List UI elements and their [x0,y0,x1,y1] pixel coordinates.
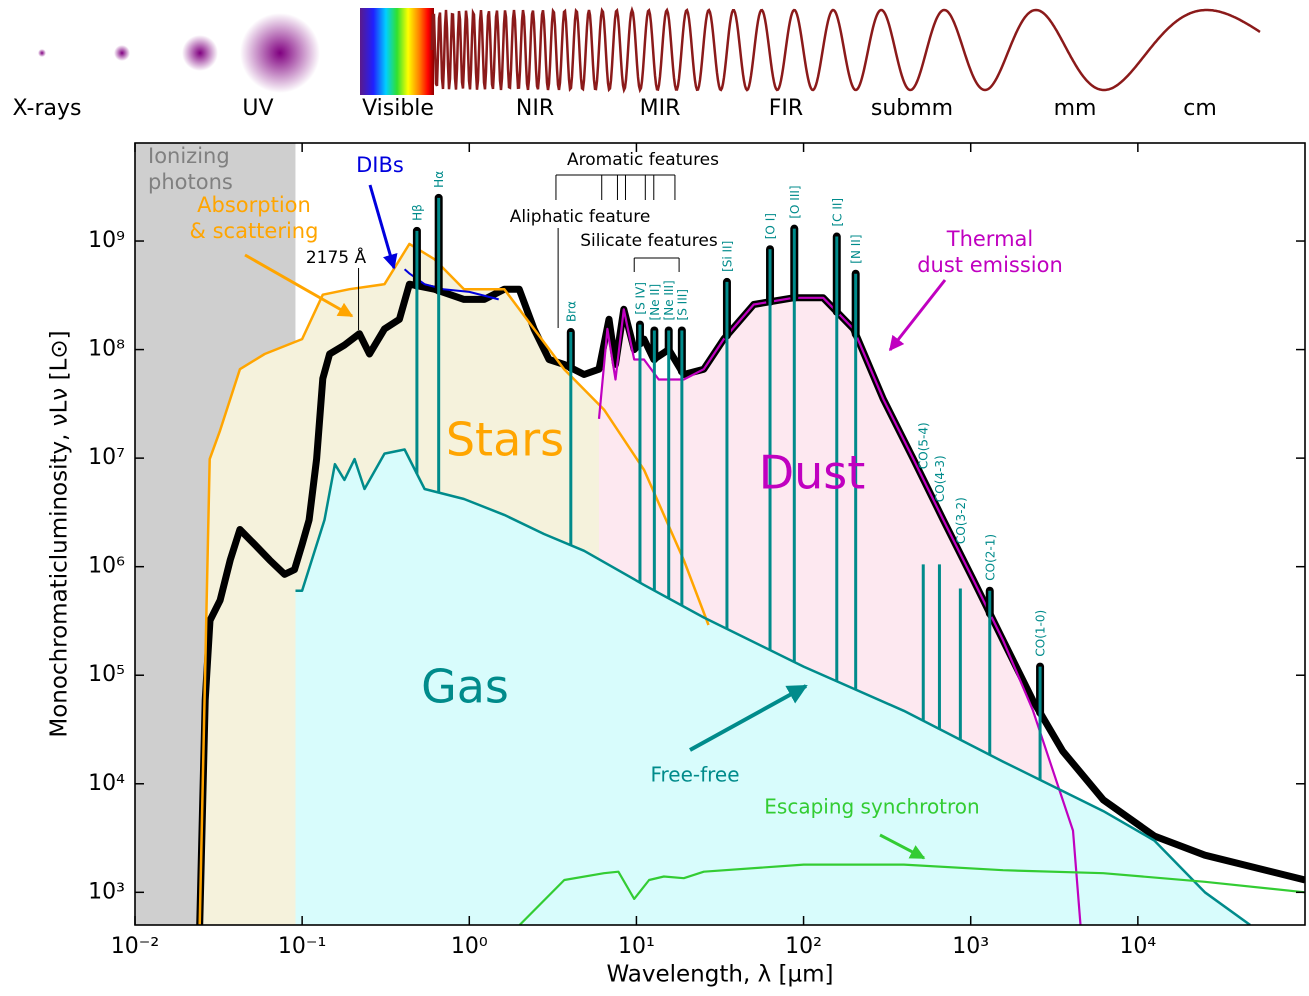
plot [135,143,1305,925]
annotation: dust emission [917,253,1063,277]
y-axis-label: Monochromaticluminosity, νLν [L⊙] [47,330,73,737]
series-label: Stars [446,413,564,467]
emission-line-label: [N II] [849,234,863,263]
emission-line-label: Hα [432,171,446,188]
annotation: DIBs [356,153,404,177]
x-tick-label: 10⁻¹ [278,934,326,959]
emission-line-label: [S III] [675,289,689,320]
x-tick-label: 10² [785,934,822,959]
annotation: Thermal [946,227,1033,251]
emission-line-label: [S IV] [633,282,647,315]
emission-line-label: [C II] [830,198,844,227]
annotation: 2175 Å [306,246,367,268]
plot-frame [134,142,1306,926]
series-line [198,242,710,925]
y-tick-label: 10⁴ [88,771,125,796]
emission-line-label: CO(3-2) [954,497,968,544]
y-tick-label: 10⁷ [88,445,125,470]
arrow [244,253,354,318]
arrow [689,684,808,752]
emission-line-label: [Ne III] [662,280,676,320]
band-label: cm [1183,96,1217,121]
emission-line-label: [O I] [764,213,778,239]
arrow [879,833,926,860]
arrow [368,184,398,270]
series-line [403,268,499,301]
band-label: MIR [640,96,681,121]
emission-line-label: [O III] [788,185,802,218]
annotation: Escaping synchrotron [764,795,979,819]
annotation: & scattering [190,219,319,243]
series-label: Dust [759,446,866,500]
emission-line-label: CO(5-4) [917,422,931,469]
annotation: Absorption [197,193,311,217]
y-tick-label: 10⁹ [88,228,125,253]
xray-blob [38,49,46,57]
x-axis-label: Wavelength, λ [µm] [607,962,834,988]
band-labels: X-rays UV Visible NIR MIR FIR submm mm cm [13,96,1217,121]
band-label: submm [871,96,953,121]
wave [430,6,1261,94]
uv-blob [240,13,320,93]
annotation: Aromatic features [567,150,719,170]
annotation: Ionizing [148,144,230,168]
visible-spectrum [360,8,434,95]
emission-line-label: CO(1-0) [1034,610,1048,657]
plot-area [135,143,1305,925]
uv-blob [182,35,218,71]
xray-blob [114,45,130,61]
band-label: X-rays [13,96,82,121]
y-tick-label: 10⁵ [88,662,125,687]
annotation: Aliphatic feature [510,207,651,227]
emission-line-label: Brα [564,301,578,322]
x-tick-label: 10⁰ [451,934,488,959]
band-label: UV [242,96,273,121]
series-label: Gas [421,660,509,714]
annotation: photons [148,170,233,194]
y-tick-label: 10³ [88,879,125,904]
band-label: FIR [769,96,803,121]
emission-line-label: Hβ [410,204,424,221]
x-tick-label: 10¹ [618,934,655,959]
band-label: NIR [516,96,554,121]
series-line [518,863,1305,925]
emission-line-label: CO(2-1) [983,534,997,581]
y-tick-label: 10⁶ [88,554,125,579]
band-label: Visible [362,96,434,121]
emission-line-label: [Ne II] [648,284,662,321]
series-line [295,448,1251,925]
annotation: Silicate features [580,231,718,251]
x-tick-label: 10⁻² [111,934,159,959]
x-tick-label: 10³ [952,934,989,959]
emission-line-label: CO(4-3) [933,455,947,502]
arrow [888,279,947,352]
band-label: mm [1054,96,1097,121]
annotation: Free-free [650,763,739,787]
emission-line-label: [Si II] [720,241,734,272]
series-fill [295,449,1251,925]
x-tick-label: 10⁴ [1119,934,1156,959]
y-tick-label: 10⁸ [88,337,125,362]
